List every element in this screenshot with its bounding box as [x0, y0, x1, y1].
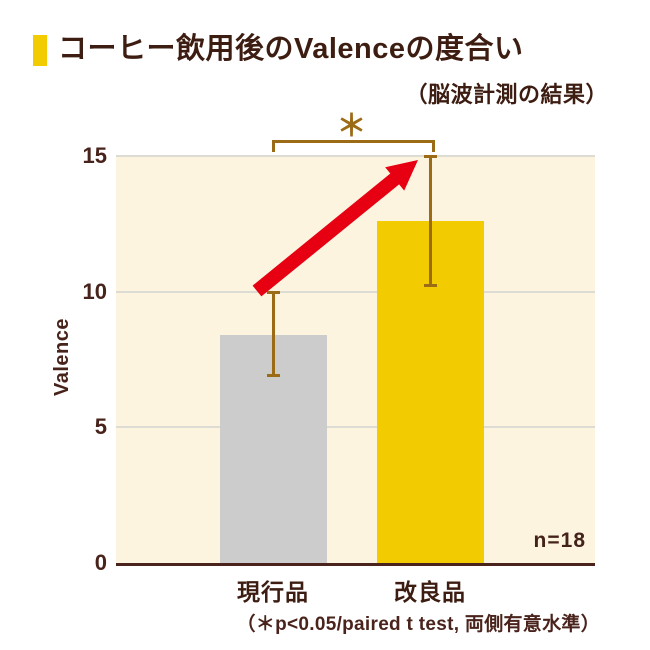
error-bar-cap-top: [266, 290, 280, 294]
chart-title: コーヒー飲用後のValenceの度合い: [58, 33, 524, 65]
error-bar-cap-bottom: [266, 373, 280, 377]
chart-subtitle: （脳波計測の結果）: [405, 82, 608, 107]
error-bar-cap-bottom: [423, 284, 437, 288]
error-bar: [271, 291, 275, 376]
gridline: [116, 426, 595, 429]
gridline: [116, 290, 595, 293]
error-bar-cap-top: [423, 155, 437, 158]
plot-area: [116, 156, 595, 563]
error-bar: [428, 156, 432, 287]
gridline: [116, 155, 595, 157]
title-accent-bar: [33, 35, 47, 66]
significance-asterisk: ＊: [336, 110, 367, 143]
chart-header: コーヒー飲用後のValenceの度合い: [33, 33, 524, 66]
y-tick-label: 10: [82, 278, 107, 304]
y-axis-title: Valence: [51, 318, 73, 397]
sample-size-label: n=18: [533, 529, 586, 552]
significance-bracket: [271, 140, 435, 152]
x-axis-line: [116, 563, 595, 566]
y-tick-label: 5: [94, 414, 107, 440]
y-tick-label: 0: [94, 550, 107, 575]
footnote: （＊p<0.05/paired t test, 両側有意水準）: [236, 614, 600, 635]
y-tick-label: 15: [82, 143, 107, 168]
x-category-label: 改良品: [394, 579, 466, 605]
x-category-label: 現行品: [237, 579, 309, 605]
